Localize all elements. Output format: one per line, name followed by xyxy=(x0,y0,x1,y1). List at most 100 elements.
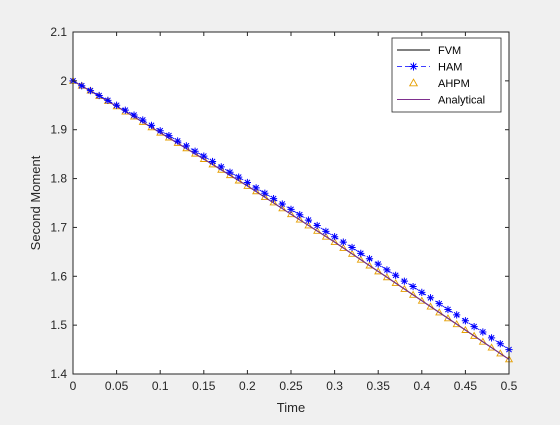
data-point xyxy=(278,200,286,208)
data-point xyxy=(313,221,321,230)
data-point xyxy=(357,249,365,257)
data-point xyxy=(330,237,339,246)
data-point xyxy=(147,121,156,129)
data-point xyxy=(470,323,478,331)
series-analytical xyxy=(72,80,510,360)
data-point xyxy=(286,210,296,218)
data-point xyxy=(409,290,418,298)
y-tick-label: 1.9 xyxy=(50,123,67,137)
x-tick-label: 0.1 xyxy=(152,379,169,393)
data-point xyxy=(200,152,208,160)
data-point xyxy=(243,181,252,189)
data-point xyxy=(365,261,374,269)
legend-items: FVM HAM AHPM Analytical xyxy=(397,45,485,107)
series-line xyxy=(72,80,510,360)
data-point xyxy=(435,300,443,308)
data-point xyxy=(156,127,164,135)
x-tick-label: 0.15 xyxy=(192,379,216,393)
legend-label: AHPM xyxy=(438,78,470,90)
legend-marker xyxy=(408,78,419,87)
data-point xyxy=(208,160,217,168)
y-tick-label: 1.7 xyxy=(50,220,67,234)
legend-item-fvm: FVM xyxy=(397,45,461,57)
y-axis-title: Second Moment xyxy=(28,155,43,250)
y-tick-label: 1.4 xyxy=(50,367,67,381)
data-point xyxy=(400,277,408,285)
data-point xyxy=(435,308,444,316)
data-point xyxy=(496,340,504,348)
data-point xyxy=(261,189,269,197)
data-point xyxy=(217,163,225,171)
data-point xyxy=(113,101,121,109)
data-point xyxy=(374,260,382,268)
data-point xyxy=(304,216,313,224)
y-tick-label: 1.8 xyxy=(50,172,67,186)
x-tick-label: 0 xyxy=(70,379,77,393)
legend-item-ahpm: AHPM xyxy=(408,78,470,90)
legend-item-ham: HAM xyxy=(397,62,462,74)
data-point xyxy=(339,238,347,246)
x-tick-label: 0.45 xyxy=(454,379,478,393)
x-tick-label: 0.5 xyxy=(501,379,518,393)
data-point xyxy=(78,82,86,90)
data-point xyxy=(321,232,330,240)
data-point xyxy=(304,221,313,229)
data-point xyxy=(383,266,391,274)
data-point xyxy=(208,157,217,166)
data-point xyxy=(95,91,103,100)
data-point xyxy=(382,273,391,281)
data-point xyxy=(426,294,435,302)
y-tick-label: 1.6 xyxy=(50,269,67,283)
data-point xyxy=(287,205,295,213)
x-tick-label: 0.25 xyxy=(279,379,303,393)
x-tick-label: 0.35 xyxy=(367,379,391,393)
data-point xyxy=(235,173,243,181)
legend-label: FVM xyxy=(438,45,461,57)
legend: FVM HAM AHPM Analytical xyxy=(391,37,502,113)
data-point xyxy=(392,271,400,279)
data-point xyxy=(86,87,95,95)
data-point xyxy=(391,278,400,287)
data-point xyxy=(217,165,226,173)
data-point xyxy=(174,137,182,145)
ticks-layer: 0 0.05 0.1 0.15 0.2 0.25 0.3 0.35 0.4 0.45 0.5 1.4 1… xyxy=(50,25,517,393)
data-point xyxy=(130,111,138,119)
data-point xyxy=(400,284,409,292)
x-tick-label: 0.2 xyxy=(239,379,256,393)
x-tick-label: 0.4 xyxy=(413,379,430,393)
data-point xyxy=(104,96,112,104)
data-point xyxy=(496,349,505,357)
data-point xyxy=(453,311,461,319)
data-point xyxy=(348,243,356,252)
data-point xyxy=(199,154,208,162)
data-point xyxy=(121,106,129,114)
legend-marker xyxy=(409,62,418,71)
data-point xyxy=(269,195,278,203)
data-point xyxy=(191,147,199,155)
data-point xyxy=(409,282,417,291)
data-point xyxy=(418,288,426,297)
data-point xyxy=(331,233,339,241)
data-point xyxy=(356,255,365,263)
x-tick-label: 0.05 xyxy=(105,379,129,393)
x-tick-label: 0.3 xyxy=(326,379,343,393)
data-point xyxy=(252,184,260,192)
data-point xyxy=(226,168,234,176)
series-line xyxy=(72,80,510,350)
data-point xyxy=(443,314,453,322)
y-tick-label: 1.5 xyxy=(50,318,67,332)
data-point xyxy=(374,267,383,275)
data-point xyxy=(452,319,461,328)
data-point xyxy=(487,343,496,351)
data-point xyxy=(243,178,251,187)
y-tick-label: 2.1 xyxy=(50,25,67,39)
data-point xyxy=(347,249,357,257)
x-axis-title: Time xyxy=(277,400,305,415)
data-point xyxy=(444,305,452,314)
data-point xyxy=(225,170,235,179)
data-point xyxy=(487,334,496,342)
legend-item-analytical: Analytical xyxy=(397,95,485,107)
series-layer xyxy=(68,76,514,363)
